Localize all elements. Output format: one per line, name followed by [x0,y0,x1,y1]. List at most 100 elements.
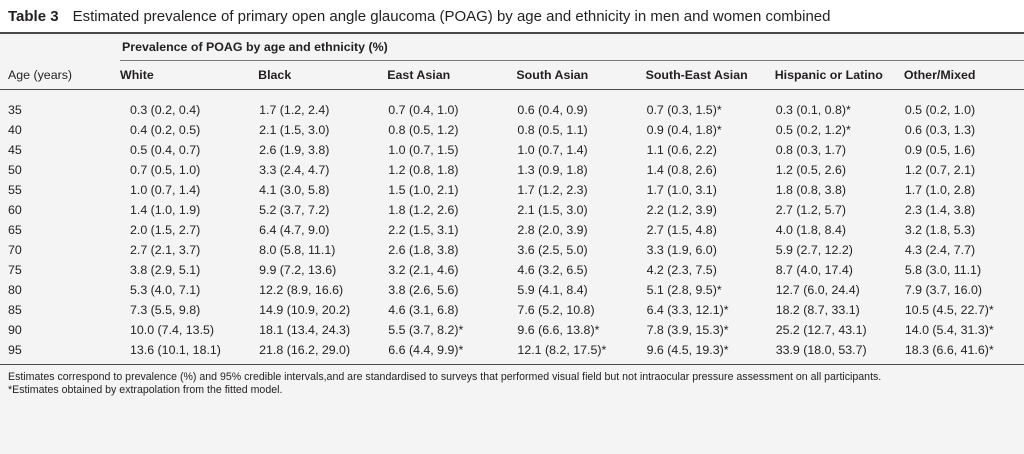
prevalence-cell: 18.3 (6.6, 41.6)* [894,340,1024,365]
prevalence-cell: 1.2 (0.8, 1.8) [388,163,459,177]
table-label: Table 3 [8,7,59,25]
table-title: Estimated prevalence of primary open ang… [72,7,831,25]
prevalence-cell: 0.5 (0.2, 1.2)* [775,123,851,137]
prevalence-cell: 0.5 (0.2, 1.0) [904,103,976,117]
prevalence-cell: 9.6 (6.6, 13.8)* [517,323,600,337]
table-row: 95 13.6 (10.1, 18.1) 21.8 (16.2, 29.0) 6.6 … [0,340,1024,365]
prevalence-cell: 21.8 (16.2, 29.0) [249,340,379,365]
prevalence-cell: 10.0 (7.4, 13.5) [130,323,215,337]
prevalence-cell: 0.8 (0.5, 1.2) [388,123,459,137]
age-cell: 45 [8,143,22,157]
prevalence-cell: 2.7 (1.5, 4.8) [646,223,717,237]
prevalence-cell: 14.0 (5.4, 31.3)* [904,323,994,337]
prevalence-cell: 3.2 (1.8, 5.3) [904,223,976,237]
prevalence-cell: 0.3 (0.1, 0.8)* [775,103,851,117]
age-cell: 70 [8,243,22,257]
age-cell: 65 [8,223,22,237]
prevalence-cell: 4.2 (2.3, 7.5) [646,263,717,277]
table-row: 35 0.3 (0.2, 0.4) 1.7 (1.2, 2.4) 0.7 (0.4, … [0,90,1024,121]
table-row: 75 3.8 (2.9, 5.1) 9.9 (7.2, 13.6) 3.2 (2.1,… [0,260,1024,280]
footnote-extrapolation: *Estimates obtained by extrapolation fro… [8,384,283,396]
prevalence-cell: 0.6 (0.4, 0.9) [517,103,588,117]
prevalence-cell: 9.9 (7.2, 13.6) [259,263,337,277]
prevalence-cell: 3.6 (2.5, 5.0) [517,243,588,257]
prevalence-cell: 4.1 (3.0, 5.8) [259,183,330,197]
column-header: South-East Asian [636,60,766,90]
prevalence-cell: 2.0 (1.5, 2.7) [130,223,201,237]
prevalence-cell: 4.3 (2.4, 7.7) [904,243,976,257]
prevalence-cell: 8.7 (4.0, 17.4) [775,263,853,277]
prevalence-cell: 4.6 (3.2, 6.5) [517,263,588,277]
table-row: 85 7.3 (5.5, 9.8) 14.9 (10.9, 20.2) 4.6 (3.… [0,300,1024,320]
prevalence-cell: 3.3 (1.9, 6.0) [646,243,717,257]
prevalence-cell: 1.8 (1.2, 2.6) [388,203,459,217]
prevalence-cell: 18.2 (8.7, 33.1) [775,303,860,317]
table-content: Prevalence of POAG by age and ethnicity … [0,34,1024,454]
prevalence-cell: 1.7 (1.2, 2.3) [517,183,588,197]
prevalence-cell: 0.8 (0.5, 1.1) [517,123,588,137]
table-row: 45 0.5 (0.4, 0.7) 2.6 (1.9, 3.8) 1.0 (0.7, … [0,140,1024,160]
age-cell: 35 [8,103,22,117]
prevalence-cell: 1.7 (1.0, 3.1) [646,183,717,197]
prevalence-cell: 1.0 (0.7, 1.4) [130,183,201,197]
prevalence-cell: 4.0 (1.8, 8.4) [775,223,846,237]
table-row: 40 0.4 (0.2, 0.5) 2.1 (1.5, 3.0) 0.8 (0.5, … [0,120,1024,140]
column-header: White [120,60,250,90]
table-row: 55 1.0 (0.7, 1.4) 4.1 (3.0, 5.8) 1.5 (1.0, … [0,180,1024,200]
prevalence-cell: 2.7 (1.2, 5.7) [775,203,846,217]
prevalence-cell: 7.6 (5.2, 10.8) [517,303,595,317]
prevalence-cell: 5.1 (2.8, 9.5)* [646,283,722,297]
prevalence-cell: 2.6 (1.8, 3.8) [388,243,459,257]
table-row: 90 10.0 (7.4, 13.5) 18.1 (13.4, 24.3) 5.5 (… [0,320,1024,340]
prevalence-cell: 2.6 (1.9, 3.8) [259,143,330,157]
column-header: South Asian [507,60,637,90]
prevalence-cell: 0.7 (0.4, 1.0) [388,103,459,117]
prevalence-cell: 3.8 (2.6, 5.6) [388,283,459,297]
prevalence-cell: 10.5 (4.5, 22.7)* [904,303,994,317]
prevalence-cell: 25.2 (12.7, 43.1) [775,323,867,337]
group-header: Prevalence of POAG by age and ethnicity … [120,34,1024,61]
prevalence-cell: 1.5 (1.0, 2.1) [388,183,459,197]
age-cell: 60 [8,203,22,217]
age-cell: 85 [8,303,22,317]
prevalence-cell: 0.3 (0.2, 0.4) [130,103,201,117]
age-cell: 80 [8,283,22,297]
prevalence-cell: 6.6 (4.4, 9.9)* [378,340,508,365]
prevalence-cell: 2.8 (2.0, 3.9) [517,223,588,237]
column-header: East Asian [378,60,508,90]
prevalence-cell: 0.7 (0.5, 1.0) [130,163,201,177]
prevalence-cell: 13.6 (10.1, 18.1) [120,340,250,365]
prevalence-cell: 14.9 (10.9, 20.2) [259,303,351,317]
prevalence-cell: 9.6 (4.5, 19.3)* [636,340,766,365]
age-cell: 90 [8,323,22,337]
prevalence-cell: 2.1 (1.5, 3.0) [259,123,330,137]
prevalence-cell: 3.8 (2.9, 5.1) [130,263,201,277]
age-cell: 95 [0,340,120,365]
prevalence-cell: 0.7 (0.3, 1.5)* [646,103,722,117]
prevalence-cell: 0.5 (0.4, 0.7) [130,143,201,157]
prevalence-cell: 2.3 (1.4, 3.8) [904,203,976,217]
prevalence-cell: 5.9 (2.7, 12.2) [775,243,853,257]
footnotes: Estimates correspond to prevalence (%) a… [0,365,1024,397]
prevalence-cell: 5.8 (3.0, 11.1) [904,263,982,277]
prevalence-cell: 12.2 (8.9, 16.6) [259,283,344,297]
prevalence-cell: 1.4 (1.0, 1.9) [130,203,201,217]
prevalence-cell: 0.9 (0.5, 1.6) [904,143,976,157]
table-title-bar: Table 3 Estimated prevalence of primary … [0,0,1024,34]
table-row: 65 2.0 (1.5, 2.7) 6.4 (4.7, 9.0) 2.2 (1.5, … [0,220,1024,240]
age-cell: 40 [8,123,22,137]
prevalence-cell: 33.9 (18.0, 53.7) [765,340,895,365]
table-row: 70 2.7 (2.1, 3.7) 8.0 (5.8, 11.1) 2.6 (1.8,… [0,240,1024,260]
table-row: 60 1.4 (1.0, 1.9) 5.2 (3.7, 7.2) 1.8 (1.2, … [0,200,1024,220]
prevalence-cell: 8.0 (5.8, 11.1) [259,243,336,257]
prevalence-cell: 1.1 (0.6, 2.2) [646,143,717,157]
prevalence-cell: 7.8 (3.9, 15.3)* [646,323,729,337]
column-header: Black [249,60,379,90]
prevalence-cell: 6.4 (3.3, 12.1)* [646,303,729,317]
prevalence-table: Prevalence of POAG by age and ethnicity … [0,34,1024,365]
age-cell: 50 [8,163,22,177]
prevalence-cell: 3.3 (2.4, 4.7) [259,163,330,177]
column-header: Other/Mixed [894,60,1024,90]
empty-header-cell [0,34,120,61]
prevalence-cell: 0.8 (0.3, 1.7) [775,143,846,157]
